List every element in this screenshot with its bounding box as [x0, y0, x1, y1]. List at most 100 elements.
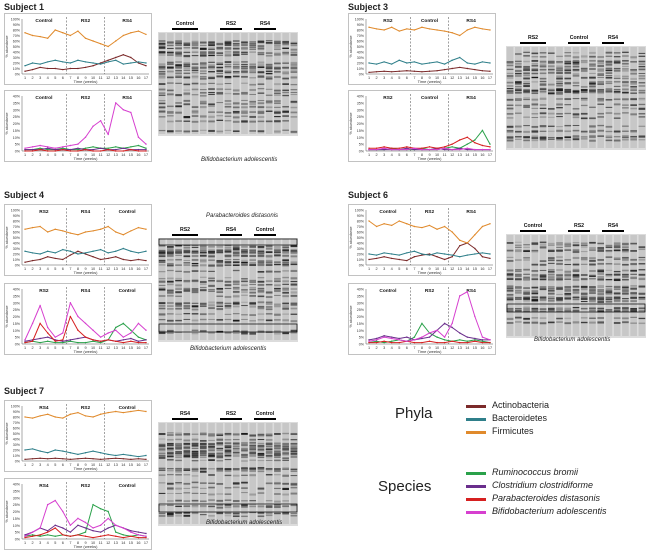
gel-band — [199, 281, 207, 284]
gel-band — [265, 40, 273, 42]
gel-band — [572, 62, 580, 65]
gel-band — [539, 52, 547, 54]
gel-band — [257, 467, 265, 469]
data-point-bacteroidetes — [84, 61, 87, 63]
gel-band — [175, 69, 182, 71]
gel-band — [224, 512, 232, 515]
x-tick-label: 3 — [383, 346, 385, 350]
data-point-actinobacteria — [62, 258, 64, 261]
data-point-firmicutes — [398, 30, 400, 32]
data-point-actinobacteria — [107, 257, 109, 260]
gel-band — [564, 298, 572, 300]
gel-band — [605, 275, 613, 277]
gel-band — [232, 116, 240, 119]
y-tick-label: 15% — [13, 517, 21, 521]
gel-band — [531, 92, 539, 95]
gel-band — [589, 82, 596, 85]
data-point-parabacteroides-distasonis — [39, 534, 41, 536]
gel-band — [167, 51, 174, 53]
gel-band — [572, 286, 580, 289]
x-tick-label: 4 — [47, 153, 49, 157]
x-tick-label: 14 — [465, 346, 469, 350]
gel-band — [597, 116, 605, 118]
gel-band — [523, 287, 530, 289]
gel-band — [158, 252, 166, 254]
gel-band — [274, 130, 281, 133]
gel-band — [630, 278, 637, 280]
gel-band — [199, 44, 207, 46]
gel-band — [547, 130, 555, 132]
data-point-clostridium-clostridiforme — [413, 148, 416, 151]
gel-band — [515, 130, 522, 133]
gel-band — [572, 74, 580, 77]
subject-4-title: Subject 4 — [4, 190, 45, 200]
gel-band — [597, 308, 605, 310]
data-point-actinobacteria — [31, 259, 34, 262]
gel-band — [580, 67, 588, 70]
gel-band — [249, 444, 257, 446]
gel-band — [183, 42, 191, 44]
gel-band — [208, 92, 215, 94]
data-point-bifidobacterium-adolescentis — [413, 339, 416, 341]
data-point-bacteroidetes — [428, 254, 431, 256]
gel-band — [556, 75, 563, 78]
x-tick-label: 15 — [473, 76, 477, 80]
gel-band — [282, 487, 289, 490]
data-point-bacteroidetes — [466, 62, 469, 64]
gel-band — [216, 287, 224, 290]
gel-band — [506, 74, 514, 77]
x-tick-label: 7 — [69, 267, 71, 271]
gel-band — [580, 317, 588, 319]
gel-band — [605, 89, 613, 92]
phyla-legend-title: Phyla — [395, 405, 433, 422]
gel-band — [290, 269, 298, 273]
gel-band — [556, 298, 563, 300]
x-tick-label: 3 — [39, 541, 41, 545]
gel-band — [199, 449, 207, 452]
data-point-firmicutes — [62, 32, 64, 34]
gel-band — [638, 297, 646, 299]
data-point-firmicutes — [24, 416, 26, 418]
x-tick-label: 17 — [144, 463, 148, 467]
gel-band — [257, 439, 265, 441]
gel-band — [290, 320, 298, 323]
gel-band — [158, 313, 166, 316]
gel-band — [630, 90, 637, 91]
data-point-ruminococcus-bromii — [77, 341, 79, 344]
gel-band — [539, 60, 547, 63]
data-point-bifidobacterium-adolescentis — [46, 326, 49, 329]
gel-band — [547, 308, 555, 311]
gel-band — [208, 313, 215, 315]
data-point-actinobacteria — [375, 71, 378, 73]
gel-band — [613, 296, 621, 298]
data-point-bacteroidetes — [69, 250, 72, 252]
gel-band — [183, 67, 191, 70]
x-tick-label: 15 — [129, 267, 133, 271]
gel-band — [539, 107, 547, 110]
x-tick-label: 13 — [114, 76, 118, 80]
gel-band — [597, 89, 605, 92]
data-point-clostridium-clostridiforme — [46, 336, 49, 338]
x-tick-label: 6 — [406, 76, 408, 80]
gel-band — [216, 291, 224, 294]
data-point-actinobacteria — [368, 71, 370, 74]
gel-band — [216, 93, 224, 95]
data-point-bifidobacterium-adolescentis — [390, 337, 393, 340]
gel-band — [531, 125, 539, 128]
data-point-bacteroidetes — [84, 452, 87, 454]
gel-band — [531, 81, 539, 83]
data-point-bifidobacterium-adolescentis — [99, 336, 102, 338]
gel-band — [158, 277, 166, 280]
x-tick-label: 10 — [435, 76, 439, 80]
gel-band — [605, 274, 613, 276]
gel-band — [290, 512, 298, 515]
data-point-bacteroidetes — [77, 59, 79, 61]
gel-band — [191, 71, 199, 74]
gel-band — [638, 286, 646, 288]
gel-band — [630, 258, 637, 261]
gel-band — [290, 303, 298, 305]
gel-band — [531, 307, 539, 310]
gel-band — [580, 257, 588, 259]
x-tick-label: 15 — [473, 346, 477, 350]
data-point-clostridium-clostridiforme — [466, 148, 469, 151]
